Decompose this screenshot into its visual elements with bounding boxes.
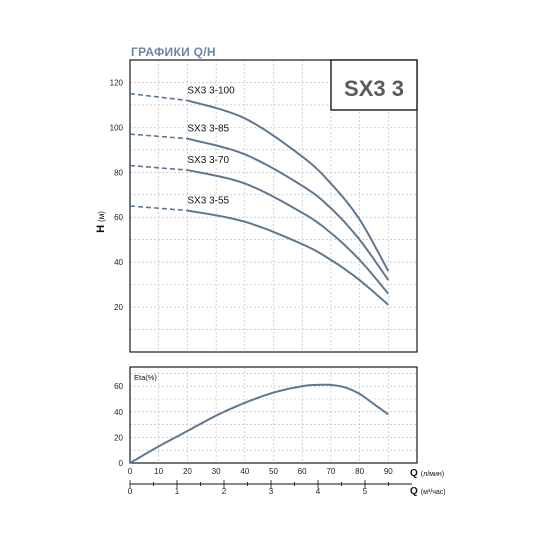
y-axis-label: H (м) [95,211,107,233]
eta-curve-line [129,383,389,464]
series-label: SX3 3-85 [187,124,229,135]
eta-y-tick-label: 60 [114,382,123,391]
y-tick-label: 20 [114,303,123,312]
series-label: SX3 3-55 [187,195,229,206]
y-axis-label-unit: (м) [97,211,106,222]
q-m3h-axis-label-unit: (м³/час) [421,489,446,496]
y-tick-label: 100 [110,123,124,132]
curve-dashed-segment [129,92,188,102]
series-label: SX3 3-100 [187,85,235,96]
curve-line [187,169,390,295]
curve-dashed-segment [129,164,188,171]
curve-dashed-segment [129,205,188,212]
q-lmin-tick-label: 90 [384,467,393,476]
eta-axis-label: Eta(%) [134,373,157,382]
q-lmin-tick-label: 20 [183,467,192,476]
y-tick-label: 80 [114,168,123,177]
q-m3h-tick-label: 5 [363,487,368,496]
curve-line [187,99,390,272]
q-lmin-tick-label: 40 [240,467,249,476]
q-lmin-axis-label-main: Q [410,468,418,479]
model-box [330,59,418,111]
y-tick-label: 40 [114,258,123,267]
y-tick-label: 60 [114,213,123,222]
q-lmin-tick-label: 30 [212,467,221,476]
q-m3h-tick-label: 3 [269,487,274,496]
q-lmin-tick-label: 70 [326,467,335,476]
model-label: SX3 3 [344,76,404,101]
q-lmin-tick-label: 10 [154,467,163,476]
curve-line [187,209,389,306]
q-lmin-axis-label: Q (л/мин) [410,468,444,479]
q-m3h-axis-label: Q (м³/час) [410,486,446,497]
page-title: ГРАФИКИ Q/H [131,45,216,59]
eta-y-tick-label: 0 [119,459,124,468]
q-m3h-tick-label: 2 [222,487,227,496]
eta-y-tick-label: 20 [114,433,123,442]
q-lmin-tick-label: 80 [355,467,364,476]
q-m3h-tick-label: 1 [175,487,180,496]
q-m3h-tick-label: 0 [128,487,133,496]
curve-dashed-segment [129,133,188,140]
eta-y-tick-label: 40 [114,408,123,417]
q-lmin-axis-label-unit: (л/мин) [421,471,444,478]
series-label: SX3 3-70 [187,155,229,166]
q-lmin-tick-label: 60 [298,467,307,476]
eta-chart-frame [129,366,418,464]
curve-line [187,137,390,281]
y-tick-label: 120 [110,78,124,87]
y-axis-label-main: H [95,225,107,233]
q-lmin-tick-label: 50 [269,467,278,476]
q-m3h-tick-label: 4 [316,487,321,496]
q-lmin-tick-label: 0 [128,467,133,476]
q-m3h-axis-label-main: Q [410,486,418,497]
